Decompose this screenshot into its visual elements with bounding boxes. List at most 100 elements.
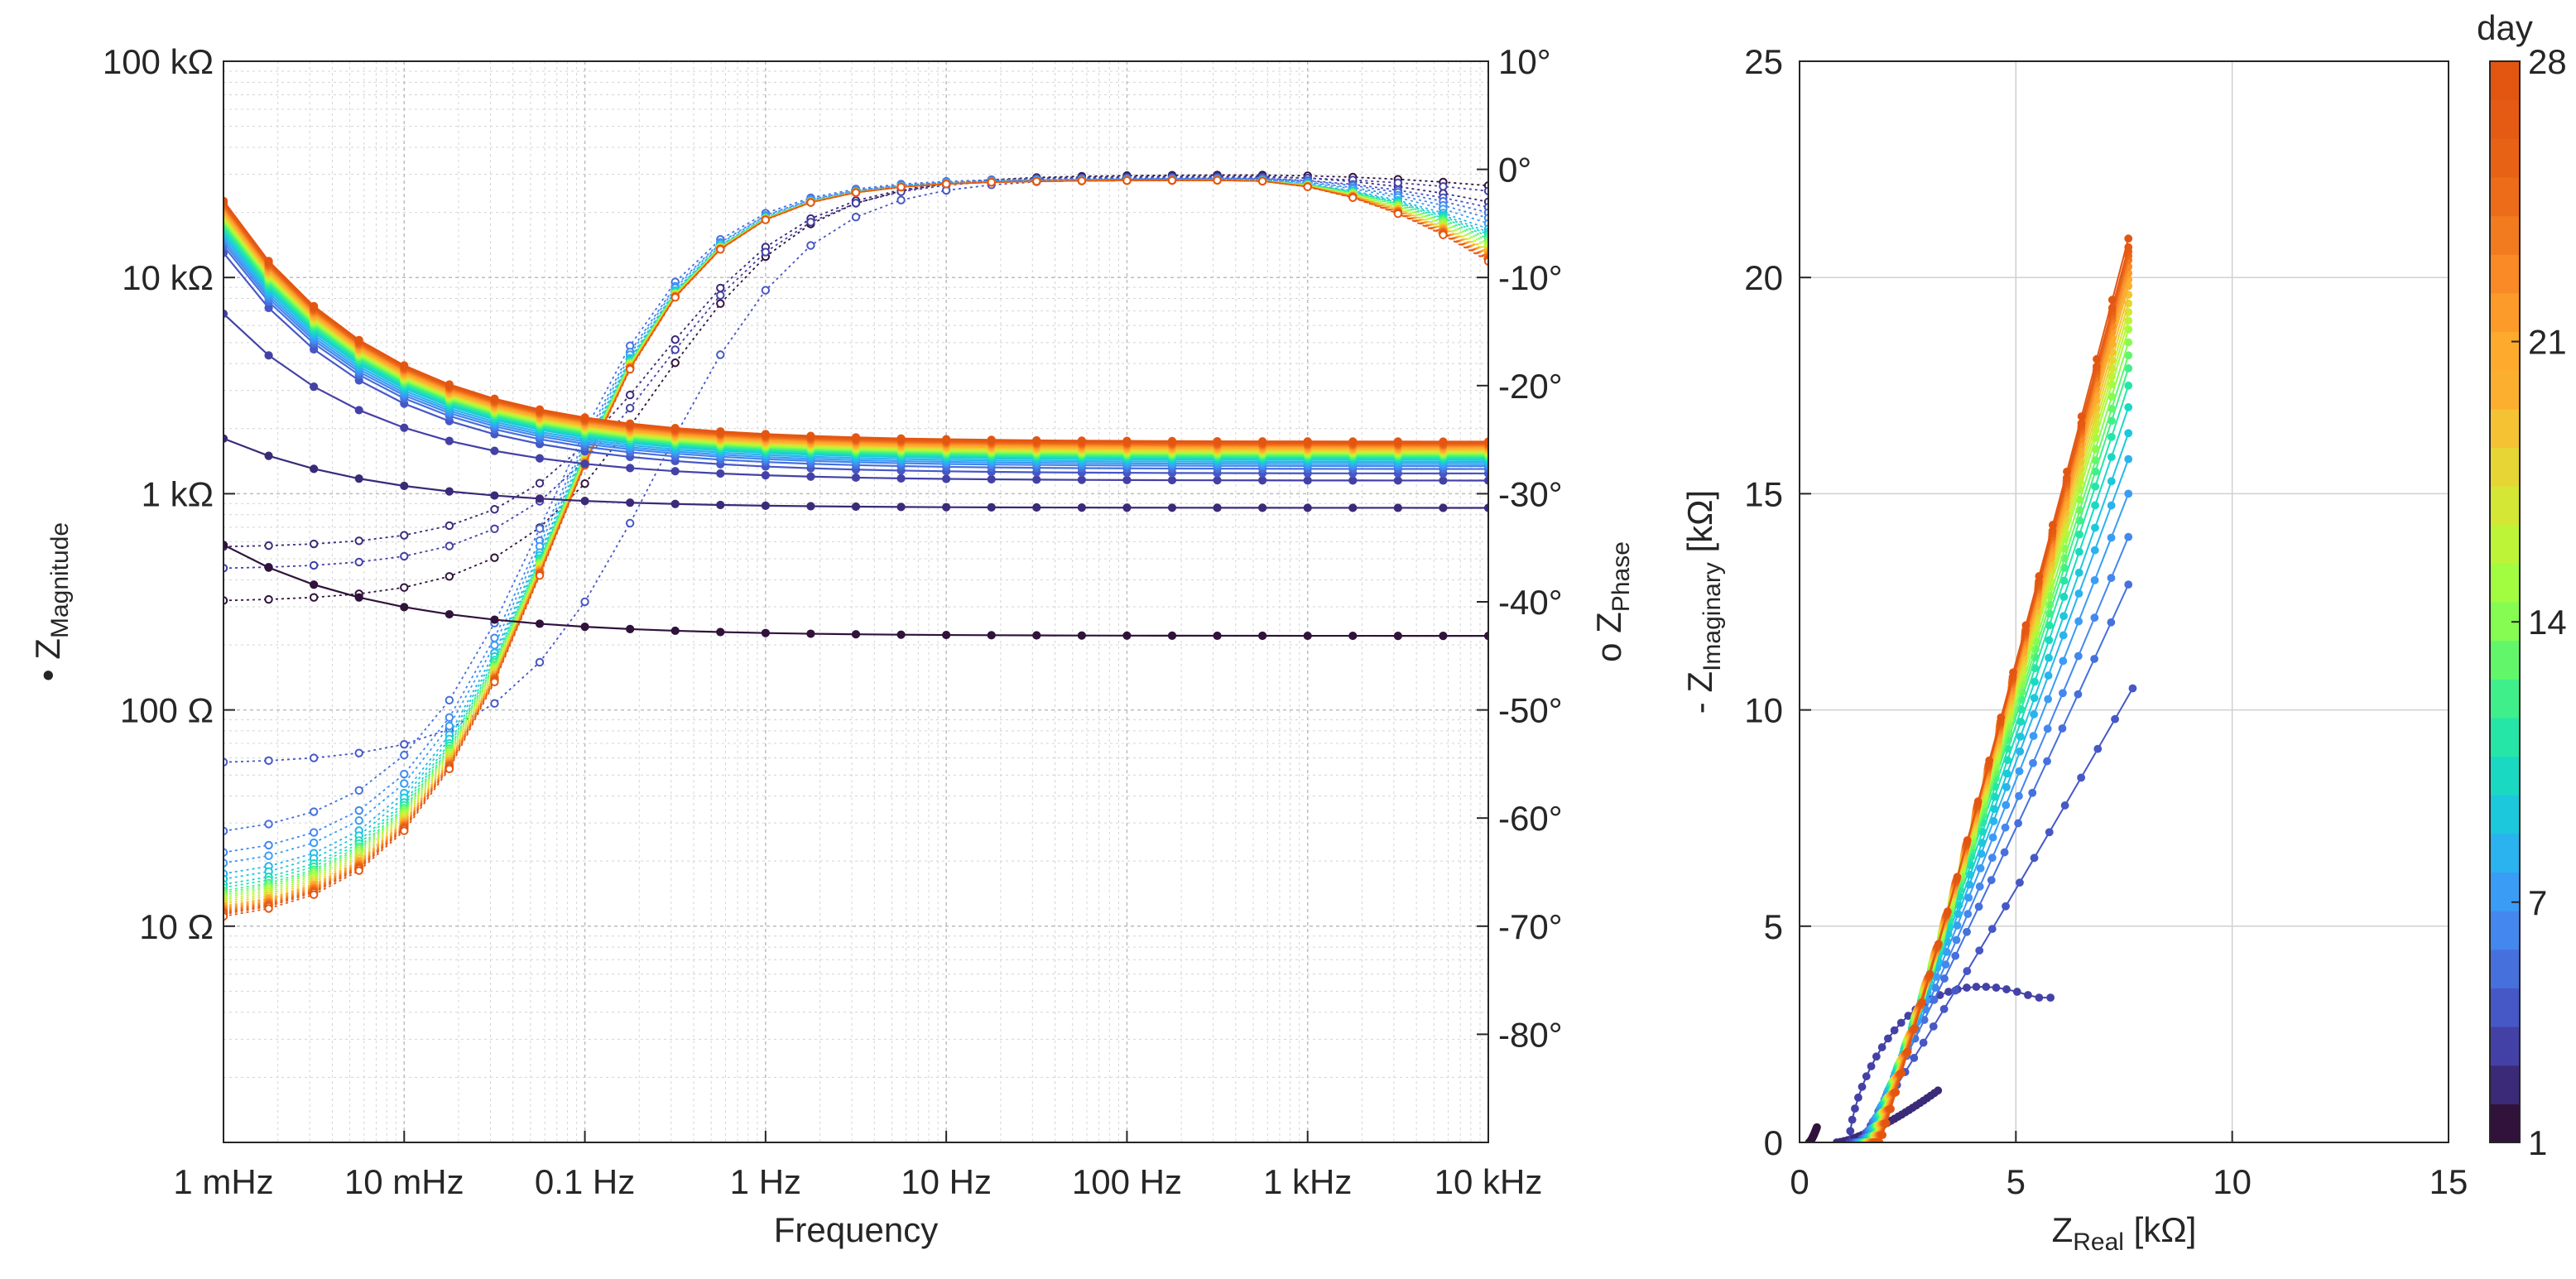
nyquist-point [2048, 521, 2057, 529]
magnitude-point [716, 627, 725, 637]
magnitude-point [1393, 437, 1402, 446]
colorbar-tick-label: 14 [2528, 603, 2567, 642]
nyquist-point [2029, 758, 2037, 767]
nyquist-point [2107, 432, 2116, 441]
nyquist-point [1872, 1052, 1881, 1061]
magnitude-point [1122, 436, 1132, 445]
nyquist-point [2091, 523, 2099, 532]
colorbar-segment [2490, 370, 2520, 410]
magnitude-point [1348, 503, 1358, 512]
nyquist-y-tick-label: 0 [1764, 1123, 1783, 1162]
magnitude-point [445, 436, 454, 445]
phase-point [580, 597, 589, 607]
phase-point [309, 593, 319, 602]
phase-point [625, 403, 635, 413]
magnitude-point [806, 502, 815, 511]
phase-point [670, 358, 680, 368]
phase-point [761, 248, 771, 257]
phase-point [445, 713, 454, 722]
magnitude-point [670, 499, 680, 508]
nyquist-point [1925, 969, 1934, 978]
magnitude-point [1258, 503, 1267, 512]
phase-series-day-4 [223, 177, 1488, 763]
bode-left-axis-label: • ZMagnitude [28, 522, 74, 681]
phase-point [400, 739, 409, 749]
bode-x-tick-label: 0.1 Hz [535, 1162, 635, 1201]
magnitude-point [1122, 475, 1132, 485]
nyquist-point [2030, 694, 2039, 703]
magnitude-point [806, 472, 815, 481]
phase-point [535, 657, 545, 667]
magnitude-point [1483, 503, 1488, 512]
nyquist-point [1919, 1038, 1928, 1047]
colorbar-segment [2490, 138, 2520, 178]
imag-axis-label-sub: Imaginary [1699, 562, 1726, 671]
nyquist-point [1882, 1118, 1891, 1128]
phase-point [1257, 176, 1267, 186]
nyquist-point [2107, 453, 2116, 462]
magnitude-point [1213, 436, 1222, 446]
nyquist-point [1884, 1034, 1892, 1043]
nyquist-x-tick-label: 10 [2213, 1162, 2252, 1201]
phase-point [716, 245, 725, 254]
magnitude-point [761, 628, 770, 637]
imag-axis-label-main: - Z [1680, 671, 1719, 714]
nyquist-point [1988, 833, 1997, 842]
magnitude-point [1167, 436, 1177, 445]
phase-point [490, 699, 499, 708]
nyquist-point [1997, 713, 2006, 722]
nyquist-point [2124, 532, 2133, 541]
colorbar-segment [2490, 640, 2520, 680]
magnitude-point [851, 473, 861, 483]
nyquist-point [1934, 1086, 1943, 1095]
phase-point [670, 293, 680, 302]
phase-point [761, 215, 771, 224]
phase-point [354, 748, 363, 757]
nyquist-point [2090, 575, 2099, 584]
nyquist-point [1934, 940, 1943, 949]
magnitude-point [400, 361, 409, 370]
nyquist-point [2058, 724, 2067, 733]
colorbar-segment [2490, 486, 2520, 526]
nyquist-point [2107, 533, 2116, 542]
phase-tick-label: -70° [1498, 907, 1563, 946]
magnitude-point [223, 434, 228, 443]
magnitude-point [761, 471, 770, 480]
magnitude-point [264, 257, 273, 266]
nyquist-point [2091, 501, 2099, 510]
colorbar-segment [2490, 949, 2520, 989]
nyquist-axes-box [1799, 60, 2449, 1143]
magnitude-point [1167, 503, 1177, 512]
magnitude-point [1303, 437, 1312, 446]
magnitude-point [896, 502, 906, 512]
phase-point [716, 283, 725, 293]
nyquist-x-tick-label: 15 [2429, 1162, 2468, 1201]
phase-point [1213, 176, 1222, 185]
phase-point [354, 786, 363, 795]
phase-point [445, 521, 454, 531]
nyquist-point [2124, 234, 2133, 243]
phase-point [580, 478, 589, 488]
phase-point [806, 241, 815, 250]
nyquist-point [2074, 652, 2083, 661]
nyquist-point [1952, 935, 1961, 945]
nyquist-point [1910, 1054, 1919, 1062]
magnitude-point [580, 497, 589, 506]
nyquist-point [1939, 1004, 1949, 1013]
real-axis-label-main: Z [2052, 1210, 2074, 1249]
colorbar-segment [2490, 99, 2520, 139]
magnitude-point [1303, 476, 1312, 485]
magnitude-point [1077, 503, 1086, 512]
magnitude-tick-label: 1 kΩ [142, 474, 214, 513]
phase-point [1439, 182, 1448, 191]
phase-point [400, 769, 409, 779]
nyquist-point [2090, 613, 2099, 623]
nyquist-point [2075, 547, 2083, 556]
phase-point [806, 198, 815, 207]
nyquist-point [2043, 757, 2051, 766]
nyquist-x-tick-label: 5 [2006, 1162, 2026, 1201]
nyquist-point [1897, 1069, 1906, 1078]
phase-point [223, 596, 228, 605]
magnitude-point [580, 413, 589, 422]
